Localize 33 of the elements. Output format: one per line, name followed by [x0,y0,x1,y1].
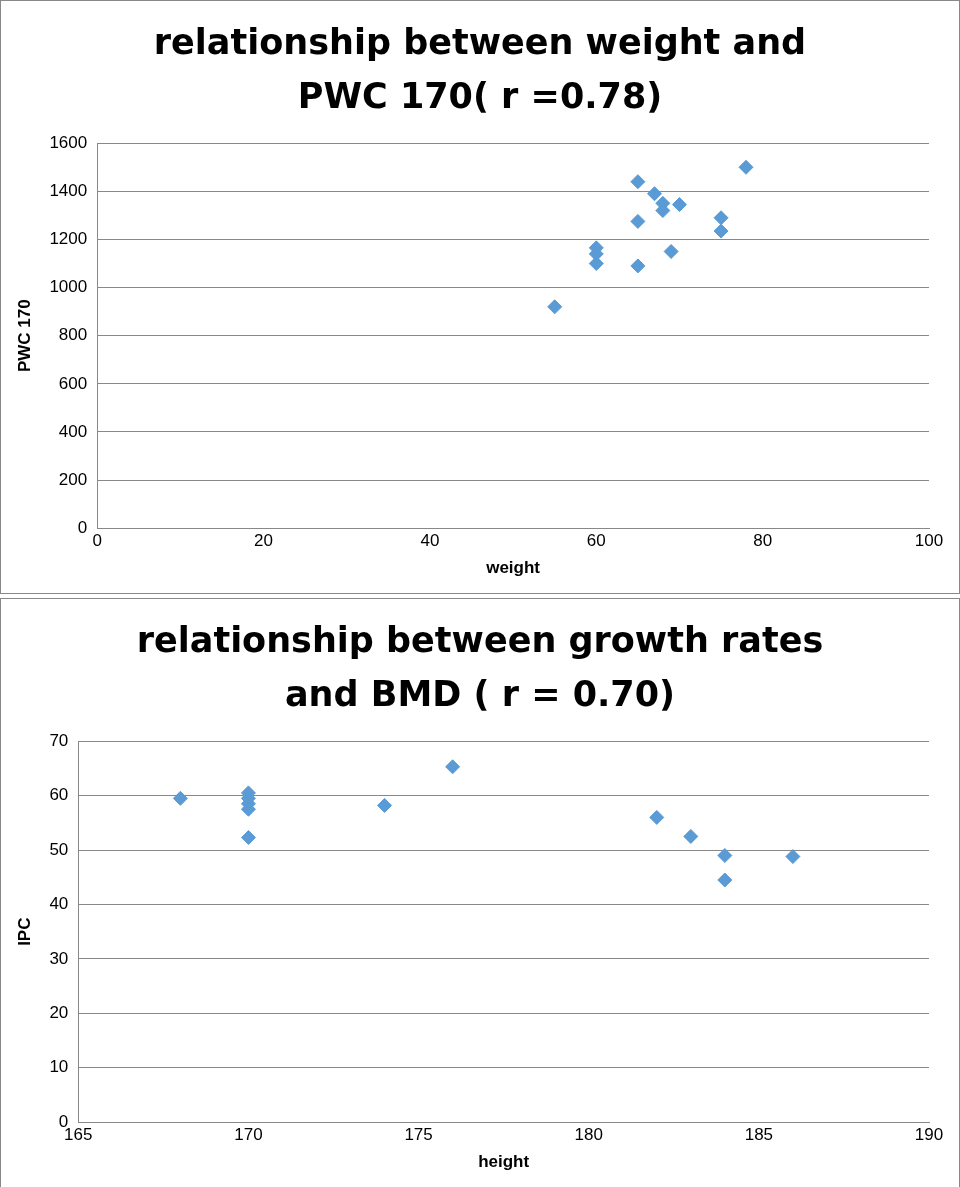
x-tick-label: 40 [420,531,440,551]
x-tick-label: 60 [586,531,606,551]
x-tick-label: 175 [404,1125,433,1145]
x-axis-title: height [478,1152,530,1172]
y-tick-label: 30 [49,948,69,968]
y-tick-label: 50 [49,839,69,859]
chart-title: relationship between weight and PWC 170( r =0.78) [152,21,808,118]
y-tick-label: 70 [49,730,69,750]
x-tick-label: 80 [753,531,773,551]
x-tick-label: 100 [914,531,944,551]
x-axis-title: weight [485,558,541,578]
x-tick-label: 20 [254,531,274,551]
x-tick-label: 185 [744,1125,774,1145]
y-tick-label: 800 [58,325,88,345]
y-tick-label: 1200 [49,229,88,249]
chart-title: relationship between growth rates and BMD ( r = 0.70) [135,619,825,716]
y-tick-label: 10 [49,1057,69,1077]
x-tick-label: 180 [574,1125,603,1145]
y-tick-label: 60 [49,785,69,805]
y-tick-label: 600 [58,373,88,393]
y-tick-label: 400 [58,421,88,441]
y-tick-label: 40 [49,894,69,914]
x-tick-label: 0 [92,531,102,551]
y-tick-label: 200 [58,469,88,489]
y-tick-label: 20 [49,1003,69,1023]
y-tick-label: 1600 [49,132,88,152]
y-tick-label: 1400 [49,181,88,201]
y-tick-label: 0 [77,517,88,537]
x-tick-label: 190 [914,1125,944,1145]
y-axis-title: PWC 170 [14,299,34,373]
y-tick-label: 1000 [49,277,88,297]
y-axis-title: IPC [14,917,34,946]
x-tick-label: 170 [234,1125,263,1145]
